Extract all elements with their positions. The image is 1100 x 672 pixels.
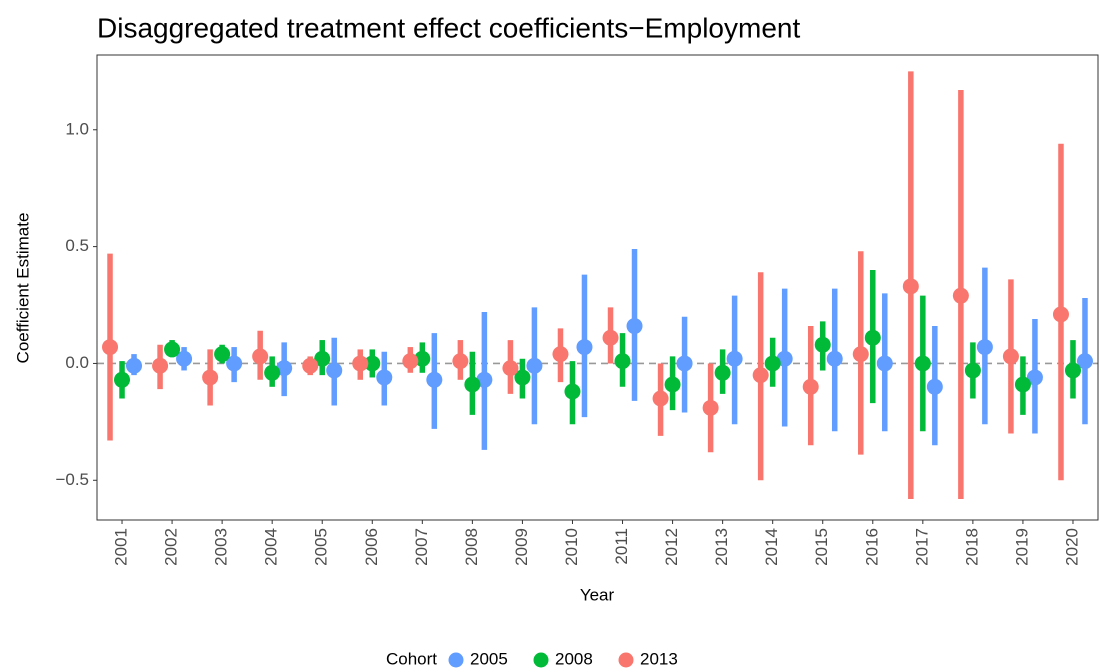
point (414, 350, 431, 367)
legend-title: Cohort (386, 649, 437, 668)
point (564, 383, 581, 400)
point (464, 376, 481, 393)
point (352, 355, 369, 372)
y-tick-label: 1.0 (65, 119, 89, 138)
point (1076, 353, 1093, 370)
point (1014, 376, 1031, 393)
point (202, 369, 219, 386)
x-tick-label: 2007 (412, 528, 431, 566)
x-tick-label: 2009 (512, 528, 531, 566)
point (702, 399, 719, 416)
x-tick-label: 2013 (712, 528, 731, 566)
point (1052, 306, 1069, 323)
point (714, 364, 731, 381)
point (602, 329, 619, 346)
point (576, 339, 593, 356)
point (952, 287, 969, 304)
x-tick-label: 2003 (212, 528, 231, 566)
point (1026, 369, 1043, 386)
chart-title: Disaggregated treatment effect coefficie… (97, 12, 800, 43)
x-tick-label: 2010 (562, 528, 581, 566)
y-tick-label: 0.0 (65, 353, 89, 372)
point (826, 350, 843, 367)
x-tick-label: 2005 (312, 528, 331, 566)
legend-label: 2013 (640, 649, 678, 668)
point (902, 278, 919, 295)
legend-label: 2005 (470, 649, 508, 668)
point (214, 346, 231, 363)
point (552, 346, 569, 363)
point (102, 339, 119, 356)
x-tick-label: 2017 (912, 528, 931, 566)
point (376, 369, 393, 386)
point (814, 336, 831, 353)
x-tick-label: 2006 (362, 528, 381, 566)
point (652, 390, 669, 407)
point (326, 362, 343, 379)
x-tick-label: 2016 (862, 528, 881, 566)
point (176, 350, 193, 367)
point (426, 371, 443, 388)
point (264, 364, 281, 381)
x-tick-label: 2001 (112, 528, 131, 566)
point (126, 357, 143, 374)
point (752, 367, 769, 384)
point (614, 353, 631, 370)
point (964, 362, 981, 379)
point (864, 329, 881, 346)
point (876, 355, 893, 372)
legend-marker (618, 652, 634, 668)
point (402, 353, 419, 370)
point (626, 318, 643, 335)
point (976, 339, 993, 356)
point (514, 369, 531, 386)
point (252, 348, 269, 365)
x-tick-label: 2020 (1062, 528, 1081, 566)
point (114, 371, 131, 388)
point (452, 353, 469, 370)
y-tick-label: 0.5 (65, 236, 89, 255)
point (226, 355, 243, 372)
legend-marker (533, 652, 549, 668)
point (852, 346, 869, 363)
point (314, 350, 331, 367)
point (526, 357, 543, 374)
x-tick-label: 2015 (812, 528, 831, 566)
point (1002, 348, 1019, 365)
point (276, 360, 293, 377)
x-tick-label: 2008 (462, 528, 481, 566)
x-tick-label: 2002 (162, 528, 181, 566)
point (1064, 362, 1081, 379)
point (914, 355, 931, 372)
x-tick-label: 2011 (612, 528, 631, 565)
x-tick-label: 2012 (662, 528, 681, 566)
panel-border (96, 54, 1099, 521)
legend-label: 2008 (555, 649, 593, 668)
x-tick-label: 2018 (962, 528, 981, 566)
point (502, 360, 519, 377)
x-axis-label: Year (580, 585, 615, 604)
point (926, 378, 943, 395)
y-tick-label: −0.5 (55, 470, 89, 489)
point (476, 371, 493, 388)
point (302, 357, 319, 374)
point (364, 355, 381, 372)
point (776, 350, 793, 367)
point (676, 355, 693, 372)
x-tick-label: 2004 (262, 528, 281, 566)
point (664, 376, 681, 393)
y-axis-label: Coefficient Estimate (13, 213, 32, 364)
point (152, 357, 169, 374)
x-tick-label: 2014 (762, 528, 781, 566)
point (802, 378, 819, 395)
legend-marker (448, 652, 464, 668)
point (764, 355, 781, 372)
x-tick-label: 2019 (1012, 528, 1031, 566)
point (726, 350, 743, 367)
point (164, 341, 181, 358)
